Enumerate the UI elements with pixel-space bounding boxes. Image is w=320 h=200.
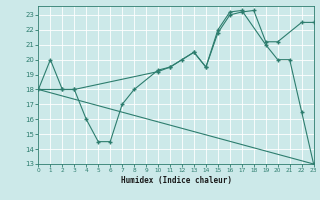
- X-axis label: Humidex (Indice chaleur): Humidex (Indice chaleur): [121, 176, 231, 185]
